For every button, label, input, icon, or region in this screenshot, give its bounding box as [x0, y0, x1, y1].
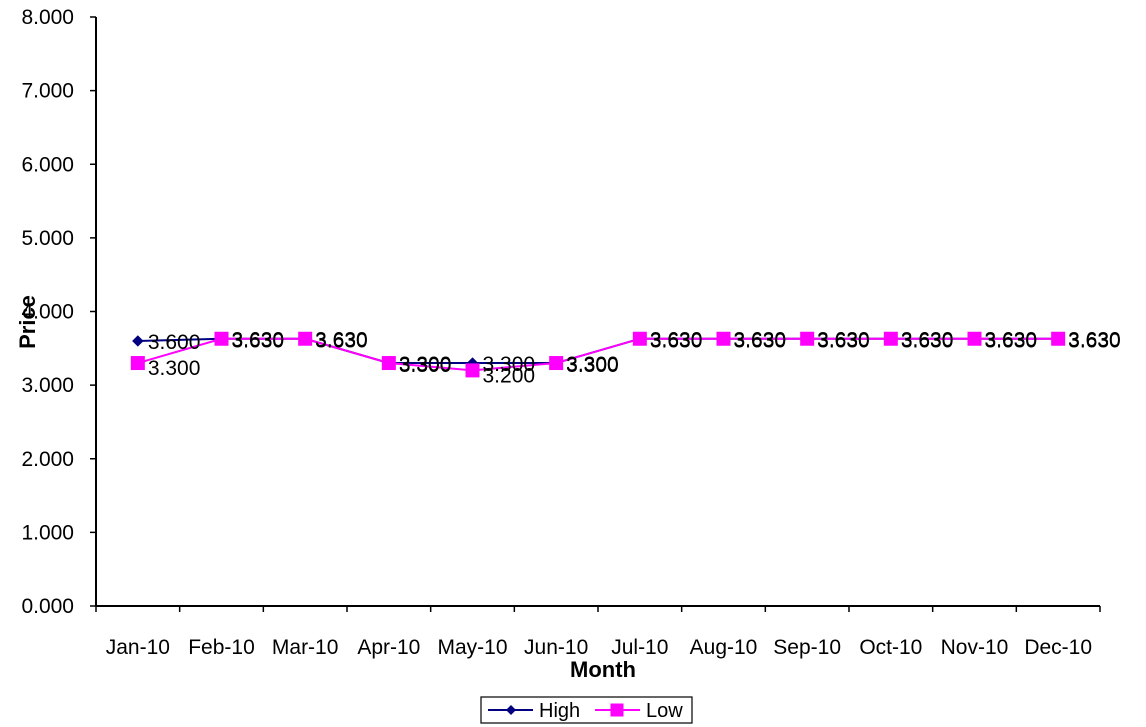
- y-tick-label: 6.000: [21, 153, 74, 176]
- marker-low: [550, 357, 563, 370]
- y-tick-label: 8.000: [21, 6, 74, 29]
- data-label-low: 3.200: [483, 364, 536, 387]
- y-tick-label: 3.000: [21, 374, 74, 397]
- marker-low: [968, 332, 981, 345]
- legend-label-high: High: [539, 700, 580, 722]
- data-label-low: 3.630: [985, 330, 1038, 353]
- x-axis-ticks: Jan-10 Feb-10 Mar-10 Apr-10 May-10 Jun-10 Jul-…: [96, 606, 1100, 659]
- marker-low: [633, 332, 646, 345]
- marker-high: [133, 336, 143, 346]
- marker-low: [215, 332, 228, 345]
- marker-low: [717, 332, 730, 345]
- x-tick-label: Aug-10: [690, 636, 758, 659]
- marker-low: [131, 357, 144, 370]
- x-tick-label: Sep-10: [773, 636, 841, 659]
- data-label-low: 3.630: [315, 330, 368, 353]
- y-axis-title: Price: [15, 295, 40, 349]
- marker-low: [299, 332, 312, 345]
- data-label-low: 3.630: [817, 330, 870, 353]
- y-tick-label: 5.000: [21, 227, 74, 250]
- x-tick-label: Mar-10: [272, 636, 339, 659]
- x-tick-label: Jan-10: [106, 636, 170, 659]
- axes: [96, 17, 1100, 606]
- x-tick-label: Jul-10: [611, 636, 668, 659]
- data-label-low: 3.300: [566, 354, 619, 377]
- data-label-low: 3.300: [148, 357, 201, 380]
- x-tick-label: Apr-10: [357, 636, 420, 659]
- marker-low: [382, 357, 395, 370]
- x-tick-label: Jun-10: [524, 636, 588, 659]
- legend-label-low: Low: [646, 700, 683, 722]
- data-label-low: 3.630: [232, 330, 285, 353]
- marker-low: [466, 364, 479, 377]
- y-tick-label: 1.000: [21, 521, 74, 544]
- y-tick-label: 0.000: [21, 595, 74, 618]
- marker-low: [801, 332, 814, 345]
- data-label-low: 3.300: [399, 354, 452, 377]
- data-label-low: 3.630: [901, 330, 954, 353]
- x-tick-label: Dec-10: [1024, 636, 1092, 659]
- x-tick-label: Nov-10: [941, 636, 1009, 659]
- y-tick-label: 7.000: [21, 80, 74, 103]
- data-label-low: 3.630: [1068, 330, 1121, 353]
- marker-low: [884, 332, 897, 345]
- legend-marker-low: [611, 704, 624, 717]
- x-axis-title: Month: [570, 657, 636, 682]
- y-tick-label: 2.000: [21, 448, 74, 471]
- marker-low: [1052, 332, 1065, 345]
- data-label-low: 3.630: [650, 330, 703, 353]
- data-label-low: 3.630: [734, 330, 787, 353]
- legend: High Low: [481, 697, 692, 723]
- x-tick-label: Feb-10: [188, 636, 255, 659]
- data-label-high: 3.600: [148, 331, 201, 354]
- x-tick-label: May-10: [437, 636, 507, 659]
- x-tick-label: Oct-10: [859, 636, 922, 659]
